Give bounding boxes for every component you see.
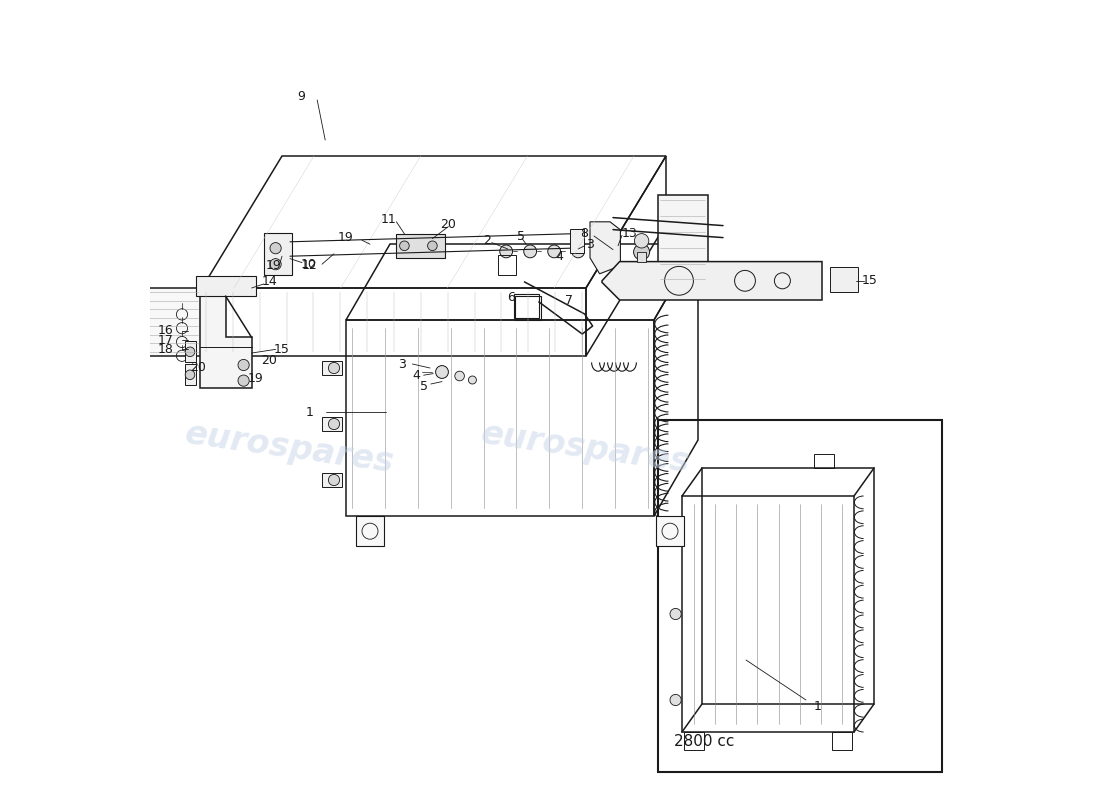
Text: 15: 15 <box>274 343 290 356</box>
Text: 4: 4 <box>412 369 420 382</box>
Text: 10: 10 <box>300 258 317 270</box>
Bar <box>202 288 586 356</box>
Circle shape <box>524 245 537 258</box>
Circle shape <box>454 371 464 381</box>
Circle shape <box>548 245 561 258</box>
Bar <box>396 234 446 258</box>
Text: 19: 19 <box>266 259 282 272</box>
Bar <box>814 454 834 468</box>
Circle shape <box>329 418 340 430</box>
Bar <box>498 255 516 275</box>
Polygon shape <box>830 267 858 292</box>
Polygon shape <box>602 262 822 300</box>
Text: 2800 cc: 2800 cc <box>674 734 735 750</box>
Text: 1: 1 <box>814 700 822 713</box>
Text: 11: 11 <box>381 213 396 226</box>
Bar <box>355 516 384 546</box>
Text: 8: 8 <box>581 227 589 240</box>
Bar <box>264 233 293 274</box>
Circle shape <box>270 258 282 270</box>
Bar <box>346 320 654 516</box>
Text: 13: 13 <box>623 227 638 240</box>
Circle shape <box>670 608 681 619</box>
Text: 15: 15 <box>862 274 878 287</box>
Bar <box>516 296 541 320</box>
Polygon shape <box>185 342 196 362</box>
Text: 2: 2 <box>483 234 491 247</box>
Bar <box>682 496 854 732</box>
Polygon shape <box>185 365 196 386</box>
Bar <box>278 234 290 259</box>
Bar <box>702 468 875 704</box>
Circle shape <box>572 245 584 258</box>
Text: 3: 3 <box>586 238 594 250</box>
Text: 18: 18 <box>158 343 174 356</box>
Circle shape <box>634 244 650 260</box>
Text: 19: 19 <box>338 231 354 244</box>
Text: 6: 6 <box>507 290 515 304</box>
Text: 20: 20 <box>190 362 206 374</box>
Bar <box>658 420 942 772</box>
Circle shape <box>670 694 681 706</box>
Text: 14: 14 <box>262 275 277 288</box>
Text: 17: 17 <box>158 334 174 346</box>
Bar <box>514 294 539 318</box>
Circle shape <box>499 245 513 258</box>
Text: 16: 16 <box>158 325 174 338</box>
Text: 4: 4 <box>556 250 563 263</box>
Circle shape <box>428 241 437 250</box>
Bar <box>142 288 202 356</box>
Circle shape <box>329 362 340 374</box>
Circle shape <box>469 376 476 384</box>
Bar <box>570 229 584 253</box>
Circle shape <box>185 347 195 357</box>
Circle shape <box>329 474 340 486</box>
Bar <box>322 473 342 487</box>
Bar <box>322 361 342 375</box>
Text: 19: 19 <box>248 372 264 386</box>
Bar <box>683 732 704 750</box>
Polygon shape <box>199 296 252 388</box>
Text: 12: 12 <box>302 259 318 272</box>
Circle shape <box>399 241 409 250</box>
Text: eurospares: eurospares <box>480 417 693 479</box>
Bar <box>196 276 255 296</box>
Text: 20: 20 <box>262 354 277 367</box>
Circle shape <box>238 359 250 370</box>
Circle shape <box>436 366 449 378</box>
Text: 5: 5 <box>517 230 525 242</box>
Bar <box>322 417 342 431</box>
Text: 7: 7 <box>565 294 573 307</box>
Text: 9: 9 <box>297 90 305 102</box>
Circle shape <box>670 522 681 534</box>
Text: 3: 3 <box>398 358 406 370</box>
Text: 20: 20 <box>440 218 456 230</box>
Bar <box>832 732 852 750</box>
Circle shape <box>635 234 649 248</box>
Text: eurospares: eurospares <box>184 417 397 479</box>
Text: 5: 5 <box>420 380 428 393</box>
Bar <box>637 252 647 262</box>
Circle shape <box>185 370 195 380</box>
Polygon shape <box>590 222 620 274</box>
Bar <box>656 516 684 546</box>
Circle shape <box>270 242 282 254</box>
Text: 1: 1 <box>306 406 313 418</box>
Circle shape <box>238 375 250 386</box>
Bar <box>658 195 707 284</box>
